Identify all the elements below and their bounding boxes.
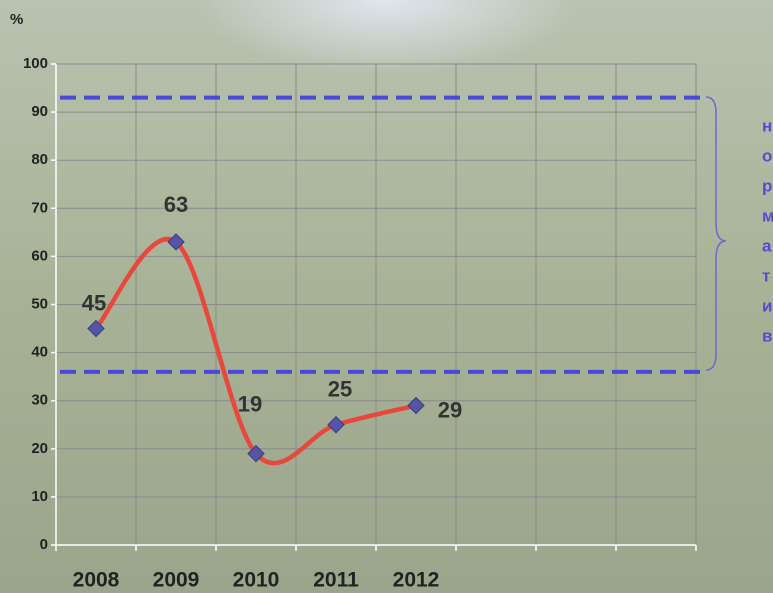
annotation-text: н bbox=[762, 116, 772, 135]
annotation-text: в bbox=[762, 326, 772, 345]
brace bbox=[705, 96, 727, 371]
x-tick-label: 2009 bbox=[153, 569, 200, 592]
annotation-text: м bbox=[762, 206, 773, 225]
data-label: 45 bbox=[82, 290, 106, 315]
y-tick-label: 30 bbox=[31, 392, 48, 409]
data-label: 29 bbox=[438, 397, 462, 422]
y-tick-label: 100 bbox=[23, 55, 48, 72]
data-point bbox=[167, 233, 185, 251]
y-tick-label: 0 bbox=[40, 536, 48, 553]
y-tick-label: 40 bbox=[31, 344, 48, 361]
data-point bbox=[247, 444, 265, 463]
data-point bbox=[87, 319, 105, 338]
y-tick-label: 10 bbox=[31, 488, 48, 505]
annotation-text: а bbox=[762, 236, 772, 255]
background-sky bbox=[0, 0, 773, 300]
y-tick-label: 80 bbox=[31, 151, 48, 168]
y-tick-label: 70 bbox=[31, 199, 48, 216]
data-label: 25 bbox=[328, 377, 352, 402]
x-tick-label: 2008 bbox=[73, 569, 120, 592]
data-line bbox=[93, 236, 419, 466]
annotation-text: р bbox=[762, 176, 772, 195]
x-tick-label: 2011 bbox=[313, 569, 359, 592]
x-tick-label: 2012 bbox=[393, 569, 440, 592]
data-point bbox=[407, 396, 425, 415]
data-label: 63 bbox=[164, 192, 188, 217]
y-tick-label: 20 bbox=[31, 440, 48, 457]
y-axis-label: % bbox=[10, 11, 23, 28]
y-tick-label: 90 bbox=[31, 103, 48, 120]
annotation-text: и bbox=[762, 296, 772, 315]
annotation-text: о bbox=[762, 146, 772, 165]
x-tick-label: 2010 bbox=[233, 569, 280, 592]
y-tick-label: 60 bbox=[31, 247, 48, 264]
y-tick-label: 50 bbox=[31, 295, 48, 312]
data-point bbox=[327, 416, 345, 434]
annotation-text: т bbox=[762, 266, 770, 285]
data-label: 19 bbox=[238, 391, 262, 416]
